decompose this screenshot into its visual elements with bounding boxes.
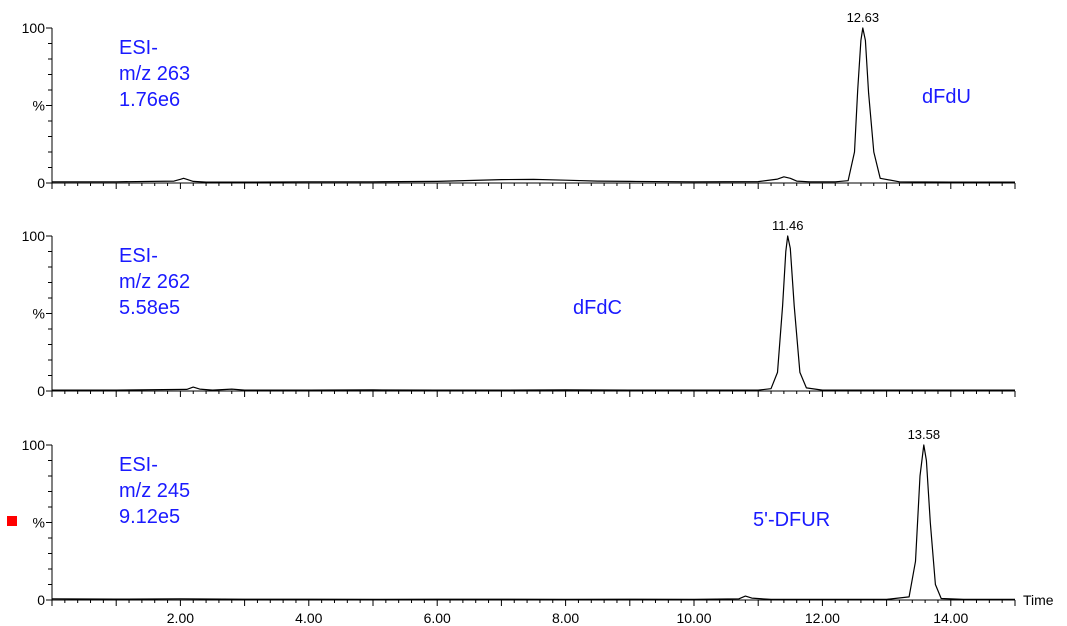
peak-label: 11.46 xyxy=(772,218,804,233)
panels-group: 0% 100 12.63 ESI-m/z 263 1.76e6 dFdU 0% 100 11.4… xyxy=(22,10,1016,608)
intensity-label: 5.58e5 xyxy=(119,297,180,319)
intensity-label: 9.12e5 xyxy=(119,506,180,528)
chromatogram-trace xyxy=(52,235,1015,391)
x-tick-label: 14.00 xyxy=(933,610,968,626)
x-tick-label: 10.00 xyxy=(676,610,711,626)
ionization-label: ESI- xyxy=(119,37,158,59)
x-tick-label: 12.00 xyxy=(805,610,840,626)
y-tick-label: % xyxy=(33,98,45,114)
y-tick-label: 0 xyxy=(37,592,45,608)
mz-label: m/z 262 xyxy=(119,271,190,293)
x-tick-label: 2.00 xyxy=(167,610,194,626)
chromatogram-trace xyxy=(52,27,1015,183)
x-axis: 2.00 4.00 6.00 8.00 10.00 12.00 14.00 Time xyxy=(167,592,1054,626)
mz-label: m/z 263 xyxy=(119,63,190,85)
chromatogram-trace xyxy=(51,444,1015,600)
x-tick-label: 6.00 xyxy=(424,610,451,626)
panel-3: 0% 100 13.58 ESI-m/z 245 9.12e5 5'-DFUR xyxy=(22,427,1016,608)
x-tick-label: 4.00 xyxy=(295,610,322,626)
y-tick-label: % xyxy=(33,515,45,531)
mz-label: m/z 245 xyxy=(119,480,190,502)
ionization-label: ESI- xyxy=(119,245,158,267)
ionization-label: ESI- xyxy=(119,454,158,476)
panel-2: 0% 100 11.46 ESI-m/z 262 5.58e5 dFdC xyxy=(22,218,1016,399)
panel-1: 0% 100 12.63 ESI-m/z 263 1.76e6 dFdU xyxy=(22,10,1016,191)
peak-label: 12.63 xyxy=(847,10,880,25)
y-tick-label: % xyxy=(33,306,45,322)
y-tick-label: 100 xyxy=(22,20,46,36)
compound-label: dFdC xyxy=(573,297,622,319)
marker-square-icon xyxy=(7,516,17,526)
y-tick-label: 0 xyxy=(37,175,45,191)
compound-label: 5'-DFUR xyxy=(753,509,830,531)
peak-label: 13.58 xyxy=(908,427,941,442)
intensity-label: 1.76e6 xyxy=(119,89,180,111)
x-axis-label: Time xyxy=(1023,592,1054,608)
x-tick-label: 8.00 xyxy=(552,610,579,626)
y-tick-label: 100 xyxy=(22,437,46,453)
compound-label: dFdU xyxy=(922,86,971,108)
y-tick-label: 100 xyxy=(22,228,46,244)
y-tick-label: 0 xyxy=(37,383,45,399)
